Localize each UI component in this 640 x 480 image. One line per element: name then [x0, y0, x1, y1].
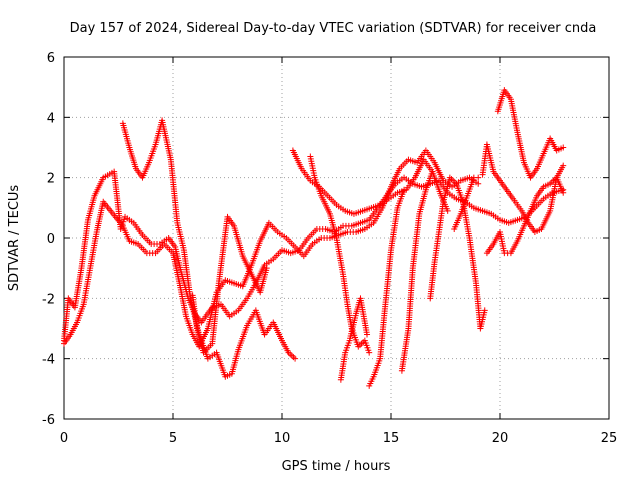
data-point — [475, 180, 482, 187]
data-point — [401, 186, 408, 193]
x-tick-label: 25 — [601, 431, 618, 446]
data-point — [263, 265, 270, 272]
y-tick-label: 6 — [47, 51, 55, 66]
data-point — [364, 331, 371, 338]
x-tick-label: 20 — [492, 431, 509, 446]
x-tick-label: 15 — [383, 431, 400, 446]
x-axis-label: GPS time / hours — [282, 459, 391, 474]
y-tick-label: 4 — [47, 111, 55, 126]
data-point — [444, 207, 451, 214]
x-tick-label: 0 — [60, 431, 68, 446]
chart-title: Day 157 of 2024, Sidereal Day-to-day VTE… — [70, 21, 597, 36]
y-tick-label: -2 — [42, 292, 55, 307]
x-tick-label: 10 — [274, 431, 291, 446]
y-axis-label: SDTVAR / TECUs — [7, 185, 22, 292]
data-point — [481, 307, 488, 314]
data-point — [560, 162, 567, 169]
data-point — [429, 168, 436, 175]
data-point — [475, 174, 482, 181]
data-point — [560, 144, 567, 151]
x-tick-label: 5 — [169, 431, 177, 446]
data-point — [560, 189, 567, 196]
data-point — [366, 349, 373, 356]
data-points — [61, 87, 567, 389]
y-tick-label: 0 — [47, 232, 55, 247]
data-point — [292, 355, 299, 362]
y-tick-label: -6 — [42, 413, 55, 428]
y-tick-label: 2 — [47, 172, 55, 187]
axis-ticks: 0 5 10 15 20 25 -6 -4 -2 0 2 4 6 — [42, 51, 617, 446]
y-tick-label: -4 — [42, 353, 55, 368]
